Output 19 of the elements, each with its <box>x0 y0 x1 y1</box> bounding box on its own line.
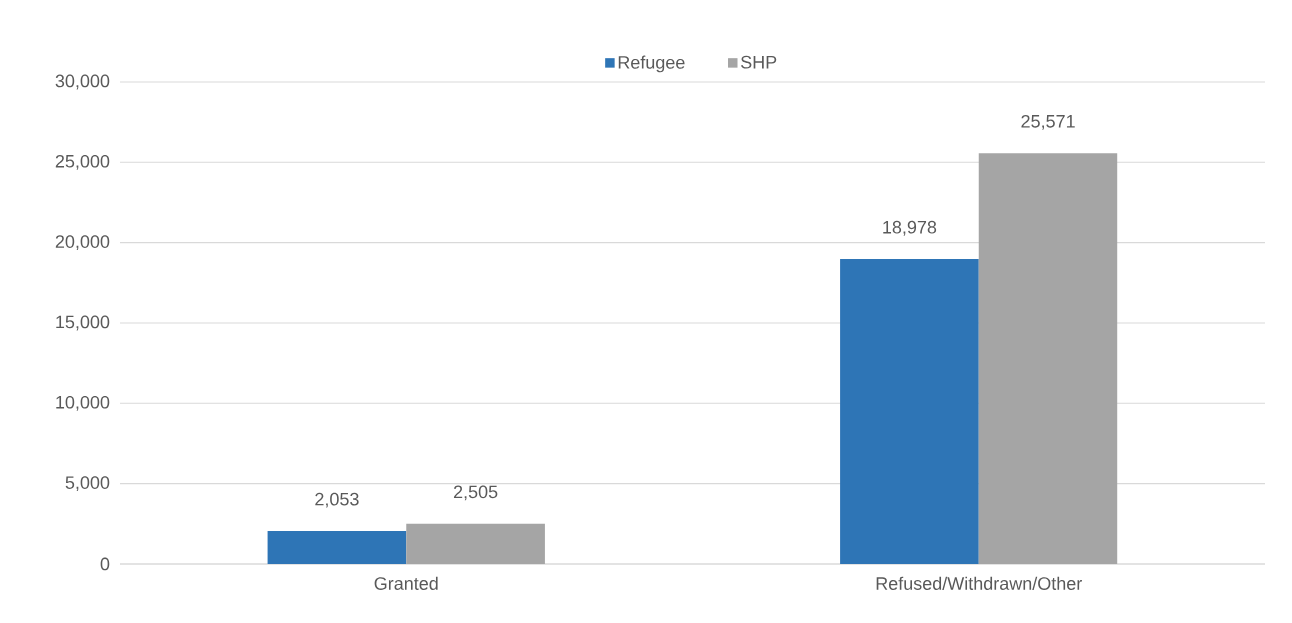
x-tick-label: Refused/Withdrawn/Other <box>876 576 1082 590</box>
bar <box>267 531 407 564</box>
y-tick-label: 10,000 <box>56 395 110 411</box>
data-label: 25,571 <box>1021 114 1075 130</box>
y-tick-label: 15,000 <box>56 315 110 331</box>
y-tick-label: 25,000 <box>55 154 110 170</box>
y-tick-label: 20,000 <box>55 235 110 251</box>
x-tick-label: Granted <box>374 576 438 590</box>
bar <box>978 153 1118 564</box>
y-tick-label: 5,000 <box>65 476 110 492</box>
bar <box>406 523 545 564</box>
y-tick-label: 0 <box>100 557 110 571</box>
y-tick-label: 30,000 <box>55 74 110 90</box>
data-label: 18,978 <box>883 220 937 236</box>
data-label: 2,505 <box>453 485 498 501</box>
legend-label: SHP <box>740 55 777 69</box>
data-label: 2,053 <box>315 492 359 508</box>
bar <box>840 259 979 564</box>
legend-label: Refugee <box>618 55 685 73</box>
